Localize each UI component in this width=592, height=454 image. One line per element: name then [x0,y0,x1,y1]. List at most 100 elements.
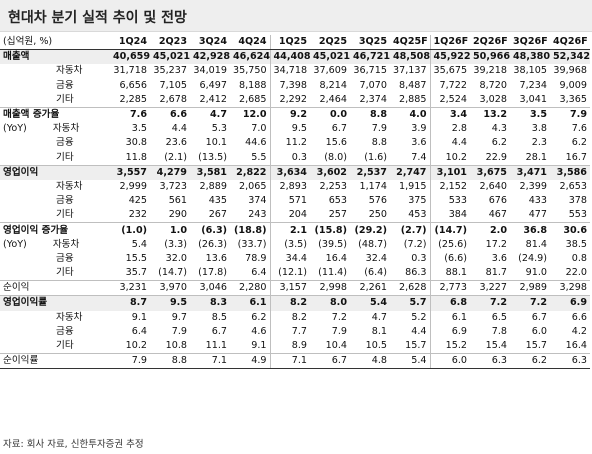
table-row: 자동차 31,718 35,237 34,019 35,750 34,718 37,609 3… [0,64,590,79]
cell-value: 2,893 [279,180,307,192]
cell-value: 375 [390,194,431,209]
cell-value: (2.7) [390,222,431,238]
cell-value: 7.2 [470,295,510,311]
cell-value: 2,280 [230,280,271,296]
cell-value: 435 [208,195,227,207]
cell-value: 2.0 [470,222,510,238]
cell-value: 3.6 [491,252,507,264]
cell-value: 9.5 [291,123,307,135]
sub-label: 자동차 [52,123,80,135]
cell-value: 11.8 [125,151,147,163]
cell-value: 6.3 [470,353,510,370]
cell-value: 15.7 [525,340,547,352]
row-label: (YoY) 자동차 [0,122,110,136]
table-row: 매출액 증가율 7.6 6.6 4.7 12.0 9.2 0.0 8.8 4.0 3.4 13.2 3… [0,106,590,123]
cell-value: (1.0) [110,222,150,238]
cell-value: 425 [128,195,147,207]
cell-value: 5.7 [390,295,431,311]
cell-value: 8,720 [479,79,507,91]
cell-value: 3,041 [519,93,547,105]
cell-value: 4.4 [171,123,187,135]
cell-value: 32.4 [365,252,387,264]
column-header: 3Q26F [510,35,550,51]
cell-value: 9.5 [150,295,190,311]
cell-value: 44.6 [230,136,271,151]
row-label: 매출액 [0,49,110,65]
cell-value: 12.0 [230,106,271,123]
cell-value: 8.8 [371,137,387,149]
cell-value: (33.7) [230,237,271,252]
cell-value: 561 [168,195,187,207]
row-label: (YoY) 자동차 [0,238,110,252]
cell-value: 477 [528,209,547,221]
cell-value: (25.6) [438,238,467,250]
row-label: 금융 [56,252,74,264]
cell-value: 3.9 [390,122,431,137]
row-label: 순이익 [0,280,110,296]
cell-value: 6.2 [571,137,587,149]
cell-value: (2.1) [164,151,187,163]
cell-value: 48,380 [510,49,550,65]
cell-value: (6.6) [444,252,467,264]
cell-value: 86.3 [390,266,431,281]
cell-value: 2,412 [199,93,227,105]
column-header: 2Q23 [150,35,190,51]
cell-value: 0.3 [390,251,431,266]
table-row: 금융 15.5 32.0 13.6 78.9 34.4 16.4 32.4 0.3 (6.6) 3.… [0,251,590,266]
cell-value: 10.2 [125,340,147,352]
cell-value: 7.0 [230,122,271,137]
cell-value: (12.1) [278,267,307,279]
cell-value: 4.0 [390,106,431,123]
cell-value: 7.9 [171,325,187,337]
header-row: (십억원, %) 1Q24 2Q23 3Q24 4Q24 1Q25 2Q25 3Q25 4Q25… [0,35,590,51]
cell-value: (26.3) [198,238,227,250]
cell-value: 533 [448,195,467,207]
cell-value: 2,253 [319,180,347,192]
cell-value: 81.7 [485,267,507,279]
row-label: 영업이익 증가율 [0,222,110,238]
cell-value: 8.7 [110,295,150,311]
cell-value: (8.0) [324,151,347,163]
row-label: 금융 [56,325,74,337]
cell-value: 7.9 [550,106,590,123]
cell-value: 2,747 [390,164,431,180]
row-label: 기타 [56,93,74,105]
cell-value: 6.2 [230,310,271,325]
cell-value: 6.3 [550,353,590,370]
cell-value: 10.2 [445,151,467,163]
table-row: 기타 232 290 267 243 204 257 250 453 384 467 477 553 [0,208,590,223]
cell-value: 35,675 [433,65,468,77]
cell-value: 10.1 [205,137,227,149]
table-row: 자동차 2,999 3,723 2,889 2,065 2,893 2,253 1,174 1,… [0,179,590,195]
cell-value: 4.9 [230,353,271,370]
cell-value: 28.1 [525,151,547,163]
cell-value: (1.6) [364,151,387,163]
cell-value: 52,342 [550,49,590,65]
row-label: 자동차 [56,65,83,77]
table-row: 영업이익 증가율 (1.0) 1.0 (6.3) (18.8) 2.1 (15.8) (29.… [0,222,590,238]
cell-value: 44,408 [270,49,310,65]
cell-value: 30.8 [125,137,147,149]
row-label: 금융 [56,195,74,207]
cell-value: 35,237 [153,65,187,77]
cell-value: 7.9 [331,325,347,337]
cell-value: 3,231 [110,280,150,296]
cell-value: 3,028 [479,93,507,105]
cell-value: 7,398 [279,79,307,91]
cell-value: 204 [288,209,307,221]
cell-value: 2.3 [531,137,547,149]
cell-value: 6.1 [230,295,271,311]
row-label: 자동차 [56,180,83,192]
cell-value: 4.2 [571,325,587,337]
cell-value: 6.9 [451,325,467,337]
cell-value: 7.6 [110,106,150,123]
cell-value: 46,624 [230,49,271,65]
cell-value: 676 [488,195,507,207]
cell-value: 7.7 [291,325,307,337]
cell-value: 6.8 [430,295,470,311]
cell-value: 4.3 [491,123,507,135]
cell-value: (18.8) [230,222,271,238]
cell-value: 7,105 [159,79,187,91]
unit-label: (십억원, %) [0,35,110,51]
cell-value: 22.0 [565,267,587,279]
